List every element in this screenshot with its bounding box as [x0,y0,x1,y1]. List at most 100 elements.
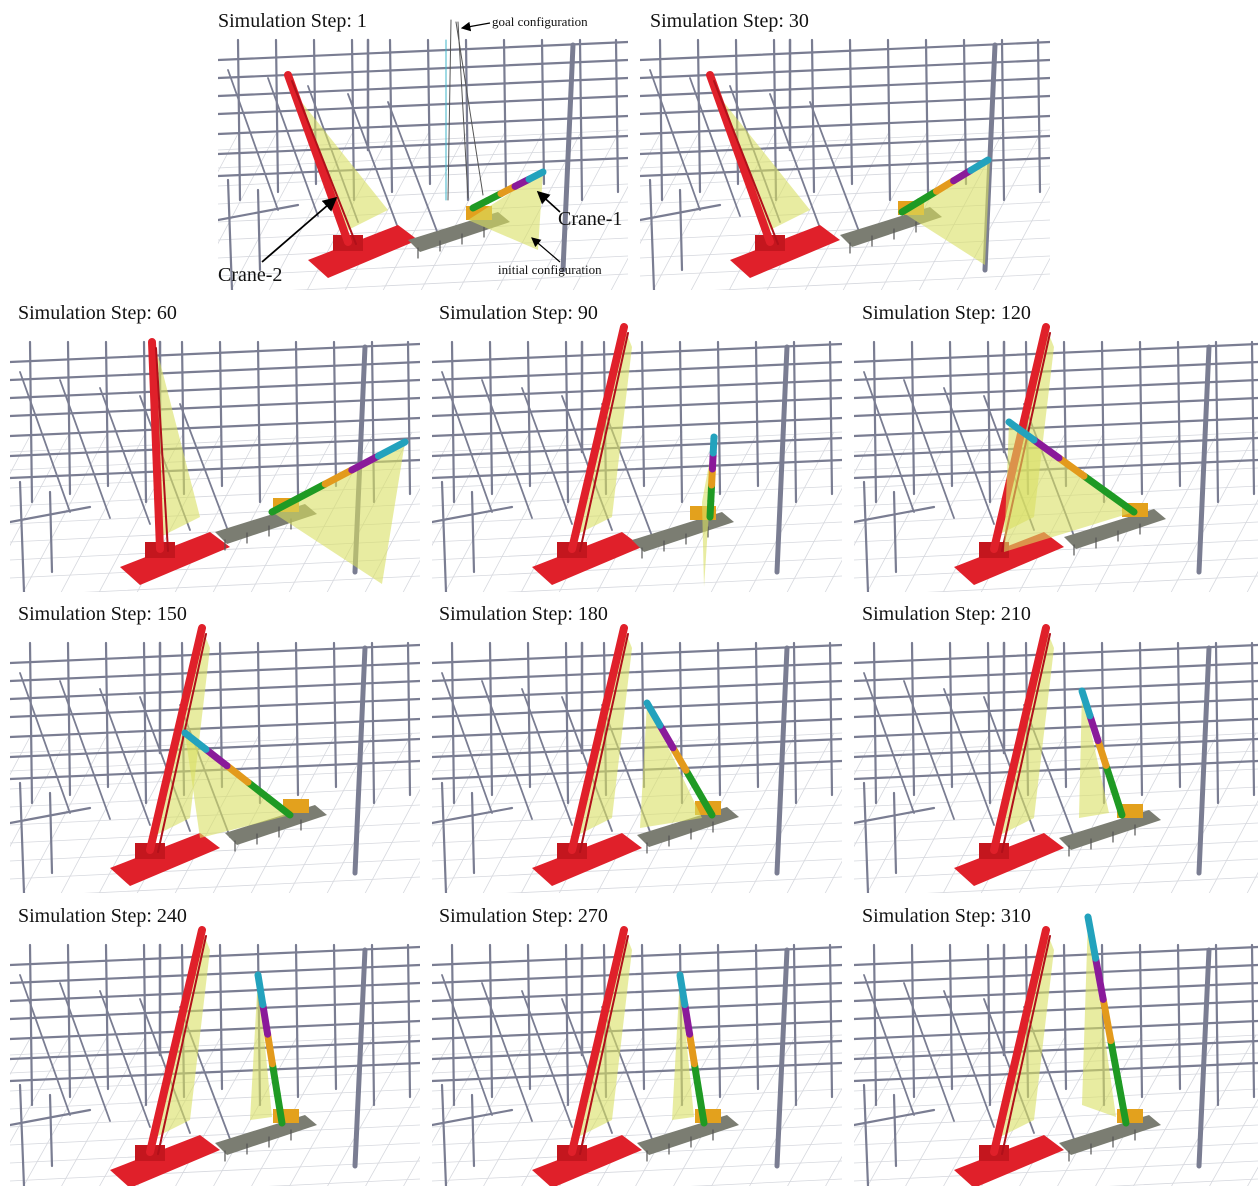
ground-grid-line [218,129,241,173]
ground-grid-line [432,732,493,848]
crane2-boom-edge [157,633,207,853]
steel-column [792,641,798,805]
scene-step-150 [10,624,420,893]
steel-column [948,943,954,1091]
panel-step-90: Simulation Step: 90 [432,302,842,592]
steel-beam [218,40,628,62]
steel-column-front [1196,645,1212,876]
steel-column [648,178,656,290]
steel-column [872,641,878,805]
steel-column [526,943,532,1091]
panel-step-1: Simulation Step: 1 [218,0,628,290]
steel-column [218,340,224,488]
scene-step-180 [432,624,842,893]
caption-step-180: Simulation Step: 180 [439,603,608,625]
steel-beam [432,378,842,400]
steel-column [1250,641,1256,797]
steel-column [104,943,110,1091]
steel-column-front [352,947,368,1169]
steel-brace [809,101,861,235]
crane1-carrier [1059,1115,1161,1155]
steel-column [962,38,968,186]
steel-beam [854,1019,1258,1041]
ground-grid-line [854,1160,1258,1182]
steel-column [754,340,760,488]
ground-grid-line [10,1124,420,1146]
steel-brace [943,387,995,525]
steel-beam [432,1061,842,1083]
ground-grid-line [640,129,1050,151]
steel-column [18,781,26,893]
steel-column [716,943,722,1099]
ground-grid-line [926,876,1258,893]
crane1-turntable [283,799,309,813]
steel-beam [432,697,842,719]
steel-beam [432,963,842,985]
steel-column [66,340,72,496]
steel-brace [863,672,915,814]
ground-grid-line [10,1034,71,1144]
ground-grid-line [905,1034,991,1186]
ground-grid-line [640,129,701,245]
ground-grid-line [482,732,569,893]
steel-beam [854,1061,1258,1083]
crane1-boom-segment [374,438,409,460]
ground-grid-line [1171,1034,1257,1186]
caption-step-60: Simulation Step: 60 [18,302,177,324]
steel-column [370,943,376,1107]
crane2-boom-edge [579,935,629,1155]
ground-grid-line [432,804,842,826]
ground-grid-line [291,273,628,290]
ground-grid-line [432,1034,842,1056]
steel-brace [99,688,151,826]
steel-beam [10,963,420,985]
ground-grid-line [926,575,1258,592]
crane1-boom-segment [686,1030,698,1068]
ground-grid-line [866,431,953,592]
steel-brace [59,379,111,519]
ground-grid-line [10,1142,420,1164]
goal-boom [455,21,484,196]
steel-column [488,340,494,496]
steel-brace [481,982,533,1122]
steel-beam [10,396,420,418]
ground-grid-line [854,804,1258,826]
crane1-boom-segment [1092,954,1107,1003]
steel-beam [218,76,628,98]
ground-grid-line [1246,871,1258,893]
steel-column [1062,943,1068,1091]
panel-step-240: Simulation Step: 240 [10,905,420,1186]
ground-grid-line [854,431,1258,453]
steel-column [464,38,470,202]
crane1-boom-segment [1102,761,1118,794]
steel-column [872,340,878,504]
steel-column [142,641,148,805]
crane1-carrier [1059,810,1161,850]
ground-grid-line [218,147,628,169]
crane1-boom-segment [1080,472,1113,498]
crane1-sweep-plane [272,442,405,584]
ground-grid-line [432,1034,455,1076]
steel-beam [432,643,842,665]
panel-step-270: Simulation Step: 270 [432,905,842,1186]
steel-column [1138,943,1144,1099]
steel-column [696,38,702,194]
ground-grid-line [10,449,420,471]
crane1-boom-segment [669,744,690,774]
ground-grid-line [432,1142,842,1164]
crane1-sweep-plane [640,703,702,828]
panel-step-180: Simulation Step: 180 [432,603,842,893]
caption-step-1: Simulation Step: 1 [218,10,367,32]
ground-grid-line [597,1034,683,1186]
ground-grid-line [432,503,842,525]
ground-grid-line [1246,570,1258,592]
crane1-boom-segment [1099,995,1115,1045]
steel-column [540,38,546,186]
ground-grid-line [432,1160,842,1182]
crane2-boom-edge [1001,935,1051,1155]
steel-brace [387,101,439,235]
crane1-sweep-plane [902,160,990,265]
steel-brace [441,371,493,513]
steel-column [142,943,148,1107]
crane1-boom-segment [254,971,267,1009]
